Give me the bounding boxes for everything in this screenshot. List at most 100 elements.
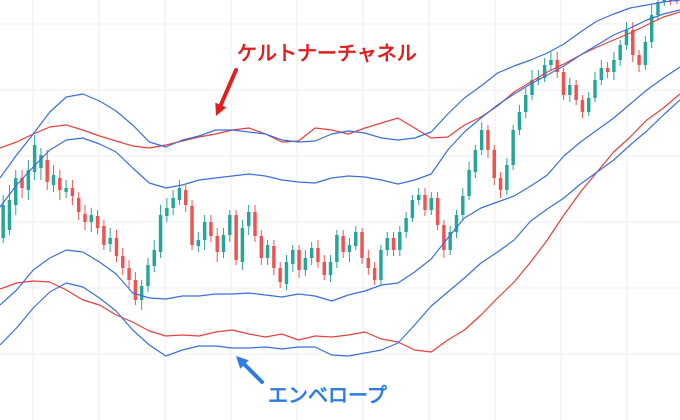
envelope-line-lower: [0, 66, 680, 306]
candle-body: [505, 165, 509, 190]
candle-body: [448, 232, 452, 250]
candle-body: [202, 222, 207, 240]
candle-body: [221, 235, 226, 252]
candle-body: [372, 268, 377, 280]
candle-body: [498, 178, 503, 190]
envelope-line-middle: [0, 9, 680, 208]
candle-body: [20, 178, 24, 188]
keltner-line-lower: [0, 93, 680, 353]
candle-body: [259, 236, 264, 258]
candle-body: [404, 218, 408, 232]
candle-body: [152, 250, 156, 266]
candle-body: [347, 245, 352, 252]
candle-body: [656, 2, 660, 15]
candle-body: [416, 195, 421, 200]
candle-body: [7, 200, 12, 230]
candle-body: [517, 112, 522, 130]
candle-layer: [1, 0, 679, 310]
candle-body: [83, 214, 87, 222]
candle-body: [599, 68, 604, 80]
candle-body: [360, 232, 364, 258]
candle-body: [524, 95, 528, 112]
candle-body: [209, 222, 213, 236]
candle-body: [165, 208, 169, 216]
annotation-layer: ケルトナーチャネル エンベロープ: [215, 41, 417, 407]
candle-body: [234, 215, 238, 260]
candle-body: [624, 30, 629, 45]
candle-body: [39, 155, 43, 168]
candle-body: [272, 246, 276, 268]
candle-body: [139, 286, 144, 300]
candle-body: [561, 72, 566, 95]
candle-body: [253, 212, 257, 236]
candle-body: [574, 85, 578, 100]
candle-body: [14, 178, 18, 205]
candle-body: [429, 198, 434, 210]
candle-body: [335, 235, 339, 262]
envelope-line-upper: [0, 0, 680, 179]
candle-body: [215, 236, 219, 252]
candle-body: [177, 188, 182, 200]
candle-body: [366, 258, 371, 268]
candle-body: [146, 265, 150, 286]
candle-body: [568, 85, 572, 95]
candle-body: [511, 130, 515, 165]
candle-body: [354, 232, 358, 246]
candle-body: [423, 195, 427, 210]
candle-body: [158, 215, 163, 252]
keltner-channel-label: ケルトナーチャネル: [237, 41, 417, 65]
candle-body: [467, 170, 471, 196]
candle-body: [479, 130, 484, 150]
candle-body: [51, 175, 56, 185]
candle-body: [410, 200, 415, 218]
candle-body: [184, 190, 188, 205]
candle-body: [586, 98, 591, 112]
candle-body: [1, 205, 5, 238]
candle-body: [486, 130, 490, 150]
candle-body: [32, 145, 37, 172]
candle-body: [473, 150, 478, 172]
candle-body: [70, 188, 75, 196]
candle-body: [278, 268, 282, 282]
candle-body: [26, 170, 31, 190]
candle-body: [58, 178, 62, 190]
envelope-line-lowest: [0, 99, 680, 357]
candle-body: [89, 215, 94, 222]
candle-body: [246, 212, 251, 226]
candle-body: [605, 68, 610, 72]
candle-body: [291, 250, 295, 264]
keltner-arrow: [215, 68, 238, 116]
candle-body: [631, 30, 635, 55]
candle-body: [549, 60, 553, 65]
candle-body: [643, 42, 648, 65]
candle-body: [76, 198, 81, 212]
candle-body: [265, 245, 270, 258]
candle-body: [297, 250, 301, 270]
candle-body: [190, 206, 194, 245]
line-layer: [0, 0, 680, 357]
candle-body: [316, 248, 320, 262]
candle-body: [398, 232, 402, 250]
candle-body: [45, 160, 49, 182]
candle-body: [442, 225, 446, 250]
envelope-arrow: [236, 356, 264, 384]
candle-body: [555, 60, 559, 72]
candle-body: [108, 238, 112, 244]
candle-body: [284, 262, 289, 284]
keltner-line-upper: [0, 11, 680, 149]
candle-body: [530, 80, 534, 95]
candle-body: [64, 188, 68, 192]
candle-body: [95, 216, 100, 228]
candle-body: [309, 248, 314, 258]
candle-body: [102, 226, 106, 245]
candle-body: [618, 45, 622, 60]
candle-body: [379, 250, 383, 280]
candle-body: [536, 78, 541, 80]
candle-body: [228, 215, 232, 235]
candle-body: [341, 236, 345, 252]
candle-body: [542, 65, 547, 78]
candle-body: [454, 215, 459, 232]
